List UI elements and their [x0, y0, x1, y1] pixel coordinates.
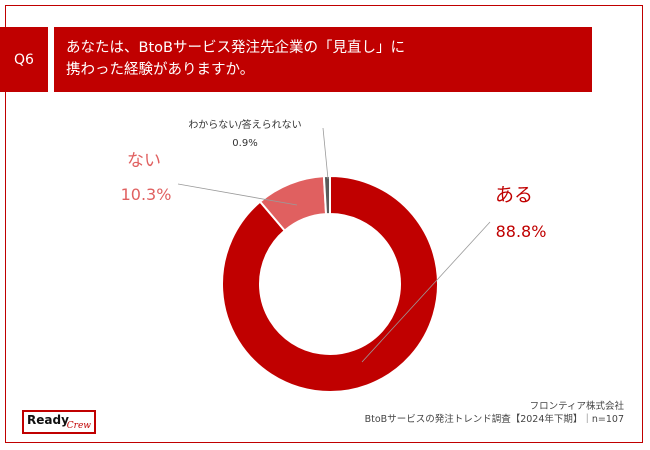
label-category-aru: ある [495, 184, 533, 206]
footer-company: フロンティア株式会社 [529, 401, 624, 412]
question-badge: Q6 [0, 27, 48, 92]
footer-source: BtoBサービスの発注トレンド調査【2024年下期】｜n=107 [364, 414, 624, 425]
logo-crew: Crew [66, 421, 91, 431]
slice-wakaranai [322, 174, 331, 216]
leader-line-aru [361, 221, 491, 363]
label-category-nai: ない [127, 151, 161, 171]
label-value-wakaranai: 0.9% [232, 138, 257, 149]
label-value-nai: 10.3% [121, 185, 172, 204]
question-title-line2: 携わった経験がありますか。 [66, 62, 255, 78]
leader-line-nai [177, 183, 298, 206]
ready-crew-logo: Ready Crew [22, 410, 96, 434]
question-title-line1: あなたは、BtoBサービス発注先企業の「見直し」に [66, 40, 405, 56]
label-value-aru: 88.8% [496, 222, 547, 241]
question-title: あなたは、BtoBサービス発注先企業の「見直し」に 携わった経験がありますか。 [54, 27, 592, 92]
logo-ready: Ready [27, 413, 69, 427]
footer: フロンティア株式会社 BtoBサービスの発注トレンド調査【2024年下期】｜n=… [365, 400, 624, 426]
label-category-wakaranai: わからない/答えられない [188, 118, 301, 131]
leader-line-wakaranai [322, 127, 329, 180]
